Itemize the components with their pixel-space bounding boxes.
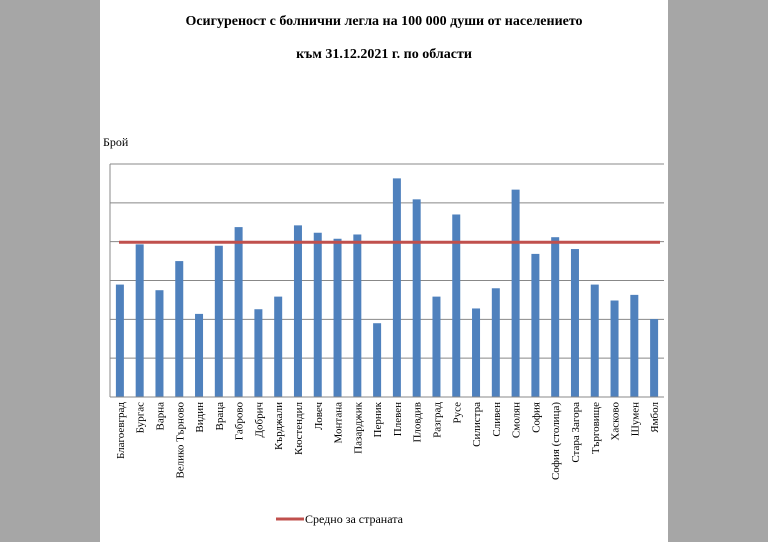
bar-Пловдив — [412, 199, 421, 397]
x-tick-label: Пловдив — [412, 402, 424, 443]
x-tick-label: Търговище — [590, 402, 602, 454]
x-tick-label: Хасково — [610, 402, 622, 441]
x-tick-label: Видин — [194, 402, 206, 433]
x-tick-label: Ловеч — [313, 402, 325, 430]
bar-Сливен — [491, 288, 500, 397]
x-tick-label: Стара Загора — [570, 402, 582, 463]
y-axis-label: Брой — [103, 135, 129, 149]
bar-Ловеч — [313, 232, 322, 397]
x-tick-label: Плевен — [392, 402, 404, 436]
x-tick-label: Силистра — [471, 402, 483, 447]
x-tick-label: Габрово — [234, 402, 246, 441]
bar-Хасково — [610, 300, 619, 397]
bar-Пазарджик — [353, 234, 362, 397]
x-tick-label: Добрич — [253, 402, 265, 438]
page: Осигуреност с болнични легла на 100 000 … — [100, 0, 668, 542]
bar-Габрово — [234, 227, 243, 397]
x-tick-label: Варна — [154, 402, 166, 431]
x-tick-label: Ямбол — [649, 402, 661, 433]
bar-Шумен — [630, 294, 639, 397]
bar-Благоевград — [115, 284, 124, 397]
x-tick-label: Сливен — [491, 402, 503, 437]
bar-Перник — [373, 323, 382, 397]
x-tick-label: Шумен — [629, 402, 641, 436]
x-tick-label: Русе — [451, 402, 463, 424]
bar-Кърджали — [274, 296, 283, 397]
x-tick-label: Монтана — [333, 402, 345, 444]
bar-Кюстендил — [293, 225, 302, 397]
bar-Русе — [452, 214, 461, 397]
bar-Стара Загора — [570, 249, 579, 397]
x-tick-label: София (столица) — [550, 402, 562, 480]
chart-title-line2: към 31.12.2021 г. по области — [296, 47, 472, 62]
bar-Велико Търново — [175, 261, 184, 397]
x-tick-label: Благоевград — [115, 402, 127, 459]
bar-Смолян — [511, 189, 520, 397]
x-tick-label: Бургас — [135, 402, 147, 433]
bar-Разград — [432, 296, 441, 397]
chart-title-line1: Осигуреност с болнични легла на 100 000 … — [185, 14, 583, 29]
x-tick-label: Велико Търново — [174, 402, 186, 479]
bar-София (столица) — [551, 237, 560, 397]
bar-Монтана — [333, 238, 342, 397]
bar-Силистра — [472, 308, 481, 397]
x-tick-label: Пазарджик — [352, 401, 364, 453]
bar-Търговище — [590, 284, 599, 397]
bar-Враца — [214, 245, 223, 397]
bar-Варна — [155, 290, 164, 397]
x-tick-label: Перник — [372, 401, 384, 437]
x-tick-label: Кърджали — [273, 402, 285, 450]
x-tick-label: Разград — [431, 402, 443, 438]
bar-Добрич — [254, 309, 263, 397]
x-tick-label: София — [530, 402, 542, 433]
bar-Плевен — [392, 178, 401, 397]
x-tick-label: Враца — [214, 402, 226, 431]
x-tick-label: Смолян — [511, 402, 523, 438]
legend-label: Средно за страната — [305, 512, 404, 526]
bar-Видин — [195, 313, 204, 397]
bar-София — [531, 253, 540, 397]
bar-chart: Брой020040060080010001200БлагоевградБург… — [103, 135, 664, 526]
bar-Бургас — [135, 244, 144, 397]
x-tick-label: Кюстендил — [293, 402, 305, 455]
bar-Ямбол — [650, 319, 659, 397]
